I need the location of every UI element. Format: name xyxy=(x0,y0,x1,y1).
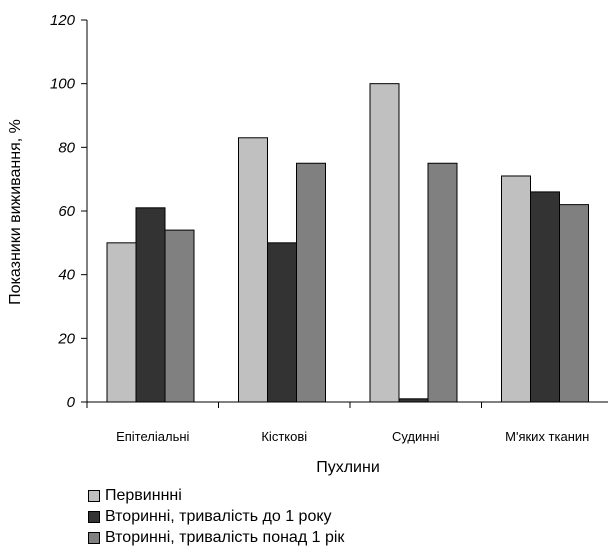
bar xyxy=(530,191,560,403)
x-category-label: Епітеліальні xyxy=(116,429,189,444)
bar xyxy=(501,175,531,403)
bar xyxy=(238,137,268,403)
x-category-label: М'яких тканин xyxy=(505,429,589,444)
bar xyxy=(135,207,166,403)
x-axis-category-labels: Епітеліальні Кісткові Судинні М'яких тканин xyxy=(116,429,589,444)
bar-chart: 0 20 40 60 80 100 120 Епітеліальні Кісткові Суди… xyxy=(7,12,608,476)
bar xyxy=(427,162,458,403)
y-tick-label: 20 xyxy=(57,330,75,347)
legend-item: Вторинні, тривалість понад 1 рік xyxy=(88,527,344,548)
x-category-label: Судинні xyxy=(392,429,440,444)
bar xyxy=(369,83,400,403)
y-axis-title: Показники виживання, % xyxy=(7,119,24,305)
bar xyxy=(106,242,137,403)
y-tick-label: 0 xyxy=(67,394,76,411)
legend-swatch xyxy=(88,510,100,523)
y-axis-ticks: 0 20 40 60 80 100 120 xyxy=(50,12,87,411)
bar xyxy=(164,229,195,403)
x-axis-ticks xyxy=(86,402,482,408)
legend-swatch xyxy=(88,489,100,502)
x-category-label: Кісткові xyxy=(261,429,307,444)
y-tick-label: 100 xyxy=(50,76,76,93)
legend-label: Первиннні xyxy=(105,487,182,504)
bars xyxy=(106,83,589,403)
bar xyxy=(559,204,589,403)
legend-label: Вторинні, тривалість понад 1 рік xyxy=(105,529,345,546)
chart-legend: Первиннні Вторинні, тривалість до 1 року В… xyxy=(88,485,344,548)
bar xyxy=(296,162,326,403)
legend-label: Вторинні, тривалість до 1 року xyxy=(105,508,332,525)
x-axis-title: Пухлини xyxy=(316,459,380,476)
legend-item: Вторинні, тривалість до 1 року xyxy=(88,506,344,527)
legend-swatch xyxy=(88,531,100,544)
y-tick-label: 40 xyxy=(58,267,75,284)
legend-item: Первиннні xyxy=(88,485,344,506)
y-tick-label: 60 xyxy=(58,203,75,220)
y-tick-label: 120 xyxy=(50,12,76,29)
bar xyxy=(267,242,297,403)
y-tick-label: 80 xyxy=(58,139,75,156)
